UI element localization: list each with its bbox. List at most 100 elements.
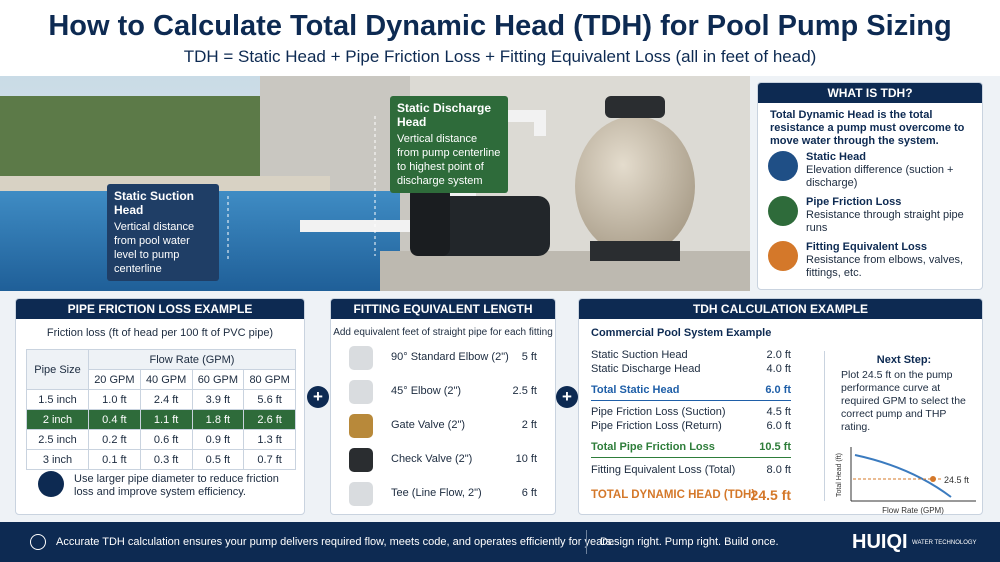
fitting-value: 10 ft: [515, 453, 537, 465]
item-title: Fitting Equivalent Loss: [806, 241, 928, 253]
item-desc: Elevation difference (suction + discharg…: [806, 164, 954, 189]
fitting-name: Check Valve (2"): [391, 453, 473, 465]
item-icon: [768, 196, 798, 226]
table-cell: 0.6 ft: [139, 429, 193, 450]
calc-label: Fitting Equivalent Loss (Total): [591, 464, 736, 476]
table-cell: 2.5 inch: [26, 429, 89, 450]
fitting-icon: [349, 346, 373, 370]
divider: [824, 351, 825, 501]
table-cell: 2 inch: [26, 409, 89, 430]
calc-row: Total Static Head 6.0 ft: [591, 384, 791, 396]
header-row: Pipe Size Flow Rate (GPM): [26, 349, 296, 390]
panel-subtitle: Add equivalent feet of straight pipe for…: [333, 327, 553, 338]
panel-title: FITTING EQUIVALENT LENGTH EXAMPLES: [331, 299, 555, 336]
calc-label: Total Pipe Friction Loss: [591, 441, 715, 453]
fitting-value: 2 ft: [521, 419, 537, 431]
label-text: Vertical distance from pool water level …: [114, 221, 195, 275]
calc-value: 6.0 ft: [765, 384, 791, 396]
row-rule: [591, 457, 791, 458]
calc-value: 24.5 ft: [750, 487, 791, 503]
panel-title: TDH CALCULATION EXAMPLE: [579, 299, 982, 319]
fitting-name: Gate Valve (2"): [391, 419, 466, 431]
tdh-item: Static Head Elevation difference (suction…: [768, 151, 978, 190]
fitting-icon: [349, 448, 373, 472]
panel-title: WHAT IS TDH?: [758, 83, 982, 103]
label-title: Static Discharge Head: [397, 101, 492, 129]
brand: HUIQI: [852, 531, 908, 553]
calc-row: Static Suction Head 2.0 ft: [591, 349, 791, 361]
table-cell: 0.4 ft: [88, 409, 141, 430]
table-cell: 1.0 ft: [88, 389, 141, 410]
item-icon: [768, 241, 798, 271]
x-label: Flow Rate (GPM): [882, 506, 944, 515]
calc-value: 6.0 ft: [766, 420, 791, 432]
calc-label: Total Static Head: [591, 384, 680, 396]
divider: [586, 530, 587, 554]
table-cell: 5.6 ft: [243, 389, 296, 410]
item-desc: Resistance from elbows, valves, fittings…: [806, 254, 964, 279]
calc-value: 10.5 ft: [759, 441, 791, 453]
item-desc: Resistance through straight pipe runs: [806, 209, 964, 234]
friction-table: Pipe Size Flow Rate (GPM) 20 GPM 40 GPM 60 G…: [26, 349, 296, 470]
table-cell: 0.2 ft: [88, 429, 141, 450]
panel-subtitle: Commercial Pool System Example: [591, 327, 772, 339]
table-cell: 1.1 ft: [139, 409, 193, 430]
calc-row: Total Pipe Friction Loss 10.5 ft: [591, 441, 791, 453]
tip-icon: [38, 471, 64, 497]
group-header: Flow Rate (GPM): [88, 349, 296, 370]
discharge-label: Static Discharge Head Vertical distance f…: [390, 96, 508, 193]
fitting-icon: [349, 380, 373, 404]
footer: Accurate TDH calculation ensures your pu…: [0, 522, 1000, 562]
calc-value: 8.0 ft: [766, 464, 791, 476]
column-header: 80 GPM: [243, 369, 296, 390]
fitting-value: 2.5 ft: [512, 385, 537, 397]
table-cell: 1.5 inch: [26, 389, 89, 410]
suction-label: Static Suction Head Vertical distance fro…: [107, 184, 219, 281]
table-cell: 0.7 ft: [243, 449, 296, 470]
fitting-name: 90° Standard Elbow (2"): [391, 351, 509, 363]
fitting-icon: [349, 414, 373, 438]
fitting-name: 45° Elbow (2"): [391, 385, 462, 397]
calc-row: Fitting Equivalent Loss (Total) 8.0 ft: [591, 464, 791, 476]
column-row: 20 GPM 40 GPM 60 GPM 80 GPM: [27, 369, 296, 390]
info-icon: [30, 534, 46, 550]
calc-label: Static Suction Head: [591, 349, 688, 361]
fitting-value: 5 ft: [521, 351, 537, 363]
item-text: Pipe Friction Loss Resistance through str…: [806, 196, 978, 235]
footer-note: Accurate TDH calculation ensures your pu…: [56, 536, 615, 548]
table-cell: 2.6 ft: [243, 409, 296, 430]
label-title: Static Suction Head: [114, 189, 195, 217]
calc-row: Pipe Friction Loss (Suction) 4.5 ft: [591, 406, 791, 418]
slogan: Design right. Pump right. Build once.: [600, 536, 779, 548]
fitting-icon: [349, 482, 373, 506]
calc-label: TOTAL DYNAMIC HEAD (TDH): [591, 489, 756, 501]
table-row: 3 inch 0.1 ft 0.3 ft 0.5 ft 0.7 ft: [26, 449, 296, 470]
calc-label: Static Discharge Head: [591, 363, 701, 375]
table-cell: 3.9 ft: [191, 389, 245, 410]
calc-value: 4.5 ft: [766, 406, 791, 418]
calc-label: Pipe Friction Loss (Suction): [591, 406, 726, 418]
item-title: Static Head: [806, 151, 866, 163]
tdh-item: Fitting Equivalent Loss Resistance from e…: [768, 241, 978, 280]
fitting-row: Check Valve (2") 10 ft: [341, 445, 547, 475]
next-step-text: Plot 24.5 ft on the pump performance cur…: [841, 369, 966, 433]
calc-value: 2.0 ft: [766, 349, 791, 361]
table-row: 2.5 inch 0.2 ft 0.6 ft 0.9 ft 1.3 ft: [26, 429, 296, 450]
table-cell: 2.4 ft: [139, 389, 193, 410]
item-text: Fitting Equivalent Loss Resistance from e…: [806, 241, 978, 280]
plus: +: [556, 386, 578, 408]
fitting-value: 6 ft: [521, 487, 537, 499]
what-is-tdh: WHAT IS TDH? Total Dynamic Head is the t…: [757, 82, 983, 290]
fitting-row: 45° Elbow (2") 2.5 ft: [341, 377, 547, 407]
item-icon: [768, 151, 798, 181]
table-row: 2 inch 0.4 ft 1.1 ft 1.8 ft 2.6 ft: [26, 409, 296, 430]
tip: Use larger pipe diameter to reduce frict…: [74, 473, 279, 498]
item-title: Pipe Friction Loss: [806, 196, 902, 208]
mini-chart: 24.5 ft Total Head (ft) Flow Rate (GPM): [836, 447, 976, 515]
column-header: 40 GPM: [139, 369, 193, 390]
fitting-row: Gate Valve (2") 2 ft: [341, 411, 547, 441]
fittings-panel: FITTING EQUIVALENT LENGTH EXAMPLES Add e…: [330, 298, 556, 515]
column-header: 60 GPM: [191, 369, 245, 390]
next-step-title: Next Step:: [876, 354, 932, 366]
